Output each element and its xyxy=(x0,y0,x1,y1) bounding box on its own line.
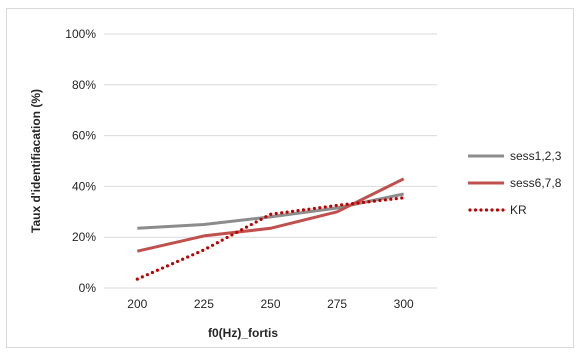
x-axis-ticks: 200 225 250 275 300 xyxy=(127,297,414,311)
y-tick-label: 100% xyxy=(65,27,96,41)
y-tick-label: 60% xyxy=(72,129,96,143)
chart-frame xyxy=(6,8,574,348)
series-lines xyxy=(135,177,406,281)
y-axis-title: Taux d'identifiacation (%) xyxy=(29,89,43,233)
y-tick-label: 40% xyxy=(72,179,96,193)
legend: sess1,2,3 sess6,7,8 KR xyxy=(468,149,562,217)
y-tick-label: 20% xyxy=(72,230,96,244)
x-tick-label: 275 xyxy=(327,297,347,311)
legend-label: KR xyxy=(510,203,527,217)
x-axis-title: f0(Hz)_fortis xyxy=(208,326,278,340)
x-tick-label: 300 xyxy=(394,297,414,311)
legend-label: sess6,7,8 xyxy=(510,176,562,190)
legend-label: sess1,2,3 xyxy=(510,149,562,163)
grid-lines xyxy=(104,33,437,289)
series-line-KR xyxy=(135,196,406,281)
x-tick-label: 225 xyxy=(194,297,214,311)
y-tick-label: 0% xyxy=(79,281,97,295)
x-tick-label: 200 xyxy=(127,297,147,311)
y-axis-ticks: 0% 20% 40% 60% 80% 100% xyxy=(65,27,96,295)
x-tick-label: 250 xyxy=(260,297,280,311)
y-tick-label: 80% xyxy=(72,78,96,92)
series-line-sess6-7-8 xyxy=(136,177,405,253)
